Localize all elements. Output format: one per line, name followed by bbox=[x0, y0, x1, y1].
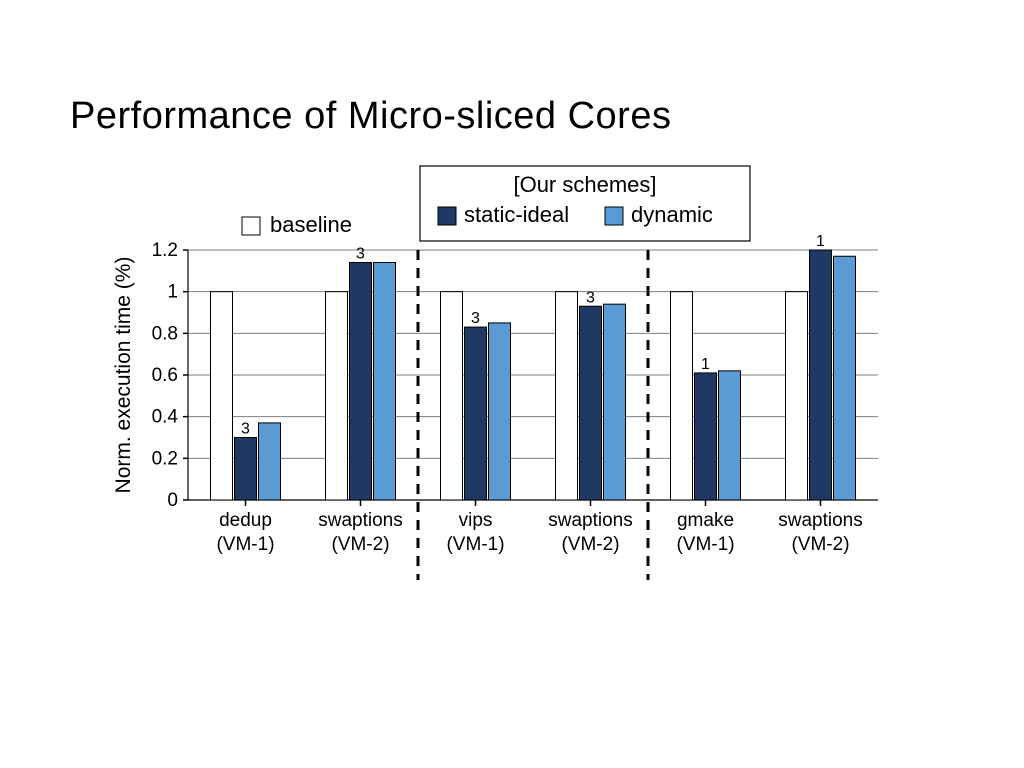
baseline-bar bbox=[326, 292, 348, 500]
category-label: (VM-2) bbox=[331, 534, 389, 555]
category-label: (VM-2) bbox=[561, 534, 619, 555]
bar-top-label: 3 bbox=[471, 310, 480, 327]
legend-label-baseline: baseline bbox=[270, 212, 352, 237]
category-label: dedup bbox=[219, 510, 272, 531]
legend-label-static-ideal: static-ideal bbox=[464, 202, 569, 227]
category-label: vips bbox=[459, 510, 493, 531]
category-label: swaptions bbox=[318, 510, 403, 531]
dynamic-bar bbox=[374, 263, 396, 501]
ytick-label: 0.4 bbox=[152, 407, 179, 428]
dynamic-bar bbox=[604, 304, 626, 500]
ytick-label: 1.2 bbox=[152, 240, 178, 261]
legend-swatch-dynamic bbox=[605, 207, 623, 225]
baseline-bar bbox=[786, 292, 808, 500]
static-ideal-bar bbox=[695, 373, 717, 500]
bar-top-label: 3 bbox=[586, 289, 595, 306]
performance-chart: 0 0.2 0.4 0.6 0.8 1 1.2 Norm. execution time (%… bbox=[100, 160, 890, 580]
baseline-bar bbox=[441, 292, 463, 500]
ytick-label: 0.6 bbox=[152, 365, 178, 386]
bar-top-label: 3 bbox=[241, 421, 250, 438]
baseline-bar bbox=[671, 292, 693, 500]
static-ideal-bar bbox=[580, 306, 602, 500]
baseline-bar bbox=[211, 292, 233, 500]
bar-top-label: 1 bbox=[701, 356, 710, 373]
ytick-label: 1 bbox=[167, 282, 178, 303]
static-ideal-bar bbox=[350, 263, 372, 501]
category-label: (VM-2) bbox=[791, 534, 849, 555]
dynamic-bar bbox=[259, 423, 281, 500]
dynamic-bar bbox=[489, 323, 511, 500]
y-axis-label: Norm. execution time (%) bbox=[112, 257, 135, 494]
category-label: (VM-1) bbox=[676, 534, 734, 555]
dynamic-bar bbox=[834, 256, 856, 500]
category-label: gmake bbox=[677, 510, 734, 531]
static-ideal-bar bbox=[465, 327, 487, 500]
ytick-label: 0.8 bbox=[152, 323, 178, 344]
ytick-label: 0.2 bbox=[152, 448, 178, 469]
category-label: (VM-1) bbox=[216, 534, 274, 555]
legend-group-title: [Our schemes] bbox=[513, 172, 656, 197]
legend-swatch-baseline bbox=[242, 217, 260, 235]
static-ideal-bar bbox=[235, 438, 257, 501]
legend-swatch-static-ideal bbox=[438, 207, 456, 225]
static-ideal-bar bbox=[810, 250, 832, 500]
baseline-bar bbox=[556, 292, 578, 500]
category-label: (VM-1) bbox=[446, 534, 504, 555]
bar-top-label: 3 bbox=[356, 246, 365, 263]
page-title: Performance of Micro-sliced Cores bbox=[70, 95, 671, 138]
dynamic-bar bbox=[719, 371, 741, 500]
bar-top-label: 1 bbox=[816, 233, 825, 250]
legend-label-dynamic: dynamic bbox=[631, 202, 713, 227]
ytick-label: 0 bbox=[167, 490, 178, 511]
category-label: swaptions bbox=[778, 510, 863, 531]
category-label: swaptions bbox=[548, 510, 633, 531]
